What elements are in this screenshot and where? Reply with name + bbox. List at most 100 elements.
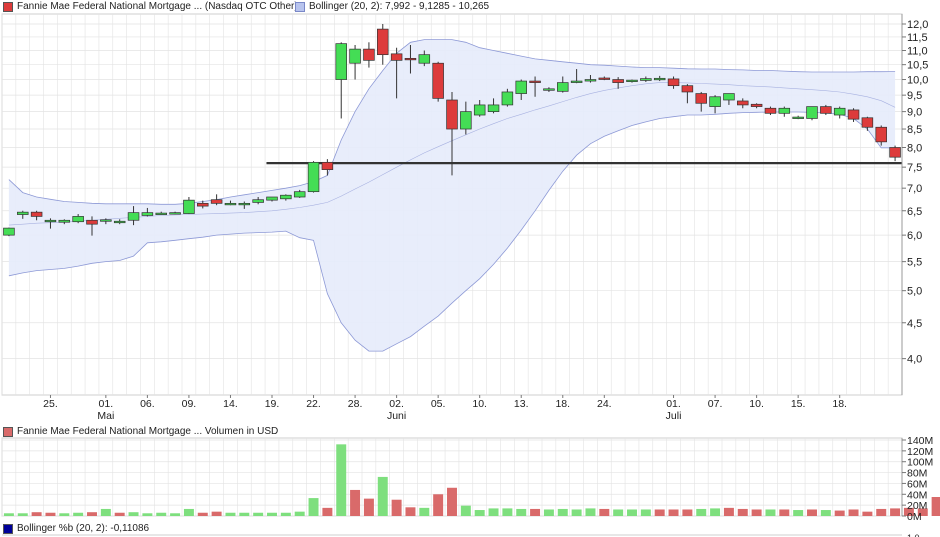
bollinger-lower-line (8, 111, 896, 352)
candle (293, 189, 306, 198)
volume-bar (59, 513, 70, 516)
volume-bar (640, 509, 651, 516)
x-axis-day-label: 05. (431, 398, 446, 410)
volume-bar (502, 508, 513, 516)
candle (113, 219, 126, 225)
candle (806, 106, 818, 121)
price-axis-tick-label: 12,0 (907, 19, 928, 31)
volume-bar (377, 476, 388, 516)
x-axis-day-label: 10. (749, 398, 764, 410)
x-axis-month-label: Juni (387, 410, 406, 422)
candle-body (349, 48, 361, 64)
candle-body (778, 107, 791, 114)
candle-body (293, 191, 306, 198)
volume-bar (931, 497, 940, 516)
price-axis-tick-label: 9,5 (907, 90, 922, 102)
candle-body (72, 216, 84, 223)
pctb-legend-swatch (3, 523, 13, 534)
candle-body (224, 202, 237, 206)
candle-body (432, 62, 444, 99)
candle-body (806, 106, 818, 119)
volume-bar (682, 509, 693, 516)
candle (570, 69, 583, 84)
candle (487, 98, 500, 114)
candle (889, 145, 901, 162)
candle-body (847, 109, 860, 120)
x-axis-day-label: 28. (348, 398, 363, 410)
candle (833, 106, 846, 119)
candle-body (252, 199, 264, 203)
candle (820, 104, 832, 116)
x-axis-day-label: 22. (306, 398, 321, 410)
candle-body (58, 219, 71, 223)
candle (72, 214, 84, 224)
candle (335, 42, 347, 119)
candle-body (543, 88, 555, 91)
candle-body (280, 194, 292, 200)
x-axis: 25. 01. 06. 09. 14. 19. 22. 28. 02. 05. 10. 13. 18. 2… (43, 395, 847, 422)
volume-bar (308, 498, 319, 516)
volume-bar (723, 507, 734, 516)
volume-bar (571, 509, 582, 516)
candle (155, 211, 167, 215)
price-axis-tick-label: 10,0 (907, 75, 928, 87)
candle (612, 77, 624, 89)
candle-body (390, 53, 403, 61)
volume-bar (903, 507, 914, 516)
candle-body (529, 80, 541, 83)
candlesticks (3, 23, 901, 237)
volume-bar (627, 509, 637, 516)
price-axis-tick-label: 4,5 (907, 318, 922, 330)
volume-bar (17, 513, 28, 516)
candle (210, 194, 223, 206)
price-legend-label: Fannie Mae Federal National Mortgage ...… (17, 1, 298, 12)
candle-body (640, 78, 652, 81)
candle-body (17, 211, 29, 215)
pctb-axis-tick-label: 1,0 (907, 533, 920, 537)
price-axis-tick-label: 11,5 (907, 32, 928, 44)
volume-bar (890, 508, 901, 516)
candle-body (3, 227, 15, 236)
candle-body (321, 161, 334, 170)
volume-bar (211, 511, 222, 516)
volume-bar (834, 510, 845, 516)
volume-bar (267, 512, 277, 516)
candle (847, 108, 860, 122)
volume-axis-tick-label: 20M (907, 500, 927, 512)
price-axis-tick-label: 11,0 (907, 45, 928, 57)
x-axis-day-label: 10. (472, 398, 487, 410)
candle-body (404, 57, 417, 61)
pctb-panel: 1,0 (2, 533, 920, 537)
candle (280, 194, 292, 201)
volume-axis-tick-label: 60M (907, 478, 927, 490)
bollinger-legend-label: Bollinger (20, 2): 7,992 - 9,1285 - 10,2… (309, 1, 490, 12)
candle (169, 211, 181, 215)
volume-legend-label: Fannie Mae Federal National Mortgage ...… (17, 426, 279, 437)
candle (695, 91, 707, 112)
candle (17, 210, 29, 219)
candle-body (197, 202, 209, 207)
price-axis-tick-label: 5,0 (907, 286, 922, 298)
candle-body (183, 199, 195, 214)
volume-bar (433, 494, 444, 516)
volume-bar (696, 508, 707, 516)
volume-bar (516, 508, 527, 516)
candle-body (737, 100, 749, 106)
x-axis-day-label: 01. (666, 398, 681, 410)
price-legend-swatch (3, 1, 13, 12)
candle-body (100, 219, 112, 222)
candle (473, 99, 486, 117)
volume-bar (128, 512, 139, 516)
candle-body (681, 85, 694, 93)
candle (709, 95, 721, 114)
volume-bar (751, 509, 762, 516)
candle (321, 159, 334, 176)
volume-bar (253, 512, 264, 516)
volume-bar (710, 508, 721, 516)
volume-bar (142, 513, 153, 516)
candle (377, 23, 389, 65)
candle-body (169, 212, 181, 215)
x-axis-day-label: 01. (99, 398, 114, 410)
